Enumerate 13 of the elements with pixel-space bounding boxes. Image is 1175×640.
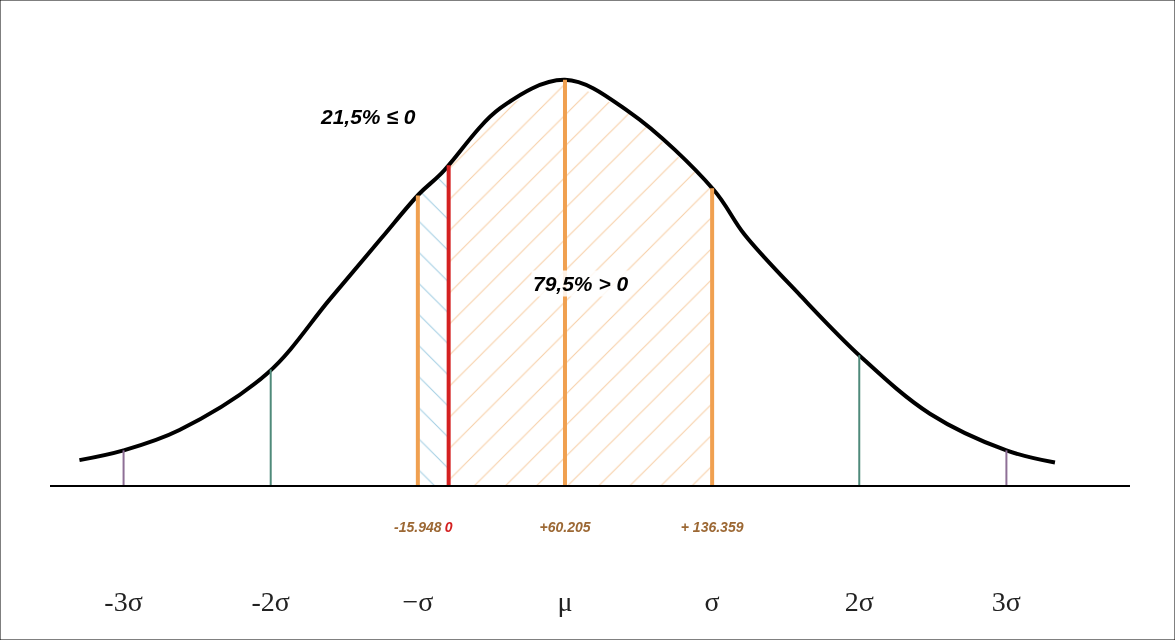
x-tick-label: μ — [557, 586, 573, 617]
x2-tick-label: + 136.359 — [680, 519, 744, 535]
x-tick-label: 3σ — [991, 586, 1021, 617]
x-tick-label: −σ — [402, 586, 434, 617]
x2-tick-label: -15.948 — [394, 519, 442, 535]
x-tick-label: -3σ — [104, 586, 143, 617]
x-tick-label: σ — [704, 586, 720, 617]
x-tick-label: -2σ — [251, 586, 290, 617]
x2-tick-label: +60.205 — [539, 519, 591, 535]
annotation: 21,5% ≤ 0 — [320, 105, 416, 128]
annotation: 79,5% > 0 — [533, 272, 629, 295]
x-tick-label: 2σ — [844, 586, 874, 617]
x2-tick-label: 0 — [444, 519, 453, 535]
